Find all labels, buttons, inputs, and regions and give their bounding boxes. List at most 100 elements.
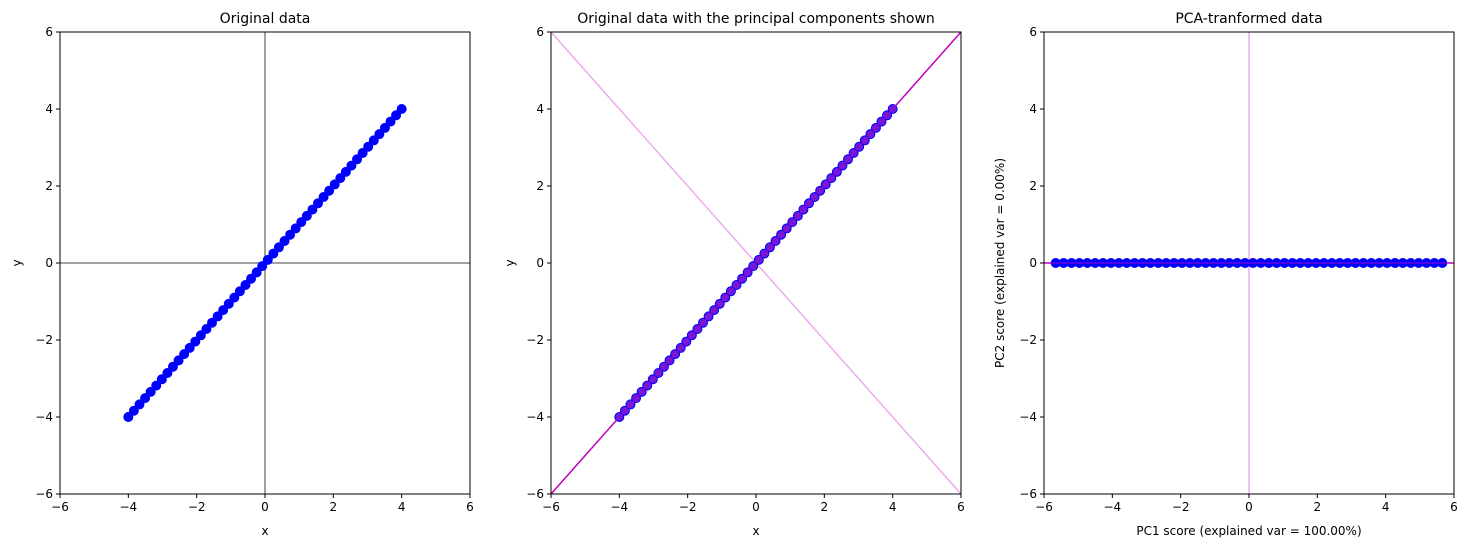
data-point [329,179,340,190]
panel-1-ylabel: y [10,259,24,266]
panel-1-title: Original data [220,11,311,27]
x-tick-label: −2 [1172,500,1190,514]
data-point [156,374,167,385]
y-tick-label: 6 [536,25,544,39]
data-point [162,368,173,378]
x-tick-label: 2 [821,500,829,514]
y-tick-label: −2 [526,333,544,347]
y-tick-label: −2 [35,333,53,347]
x-tick-label: 2 [1314,500,1322,514]
y-tick-label: −6 [1019,487,1037,501]
data-point [396,104,407,114]
x-tick-label: 6 [1450,500,1458,514]
data-point [363,141,374,152]
y-tick-label: −4 [1019,410,1037,424]
data-point [273,242,284,253]
x-tick-label: 4 [398,500,406,514]
y-tick-label: 4 [1029,102,1037,116]
y-tick-label: 4 [45,102,53,116]
x-tick-label: 4 [1382,500,1390,514]
x-tick-label: −2 [679,500,697,514]
data-point [346,160,357,171]
panel-3-title: PCA-tranformed data [1175,11,1322,27]
x-tick-label: −6 [1035,500,1053,514]
x-tick-label: 4 [889,500,897,514]
data-point [374,129,385,140]
plot-area [60,32,470,494]
y-tick-label: −4 [526,410,544,424]
panel-2: −6 −4 −2 0 2 4 6 −6 −4 −2 0 2 4 6 Original data with … [503,11,965,538]
data-point [207,317,218,328]
y-tick-label: 0 [45,256,53,270]
x-tick-label: −4 [610,500,628,514]
data-point [234,286,245,297]
data-point [246,273,257,284]
panel-3-ylabel: PC2 score (explained var = 0.00%) [993,158,1007,368]
plot-area [551,32,961,494]
data-point [301,210,312,221]
x-tick-label: 6 [957,500,965,514]
x-tick-label: 0 [1245,500,1253,514]
data-point [290,223,301,234]
plot-area [1044,32,1454,494]
panel-1-xlabel: x [261,524,268,538]
panel-1: −6 −4 −2 0 2 4 6 −6 −4 −2 0 2 4 6 Original data x y [10,11,474,538]
data-point [223,298,234,309]
data-point [190,336,201,347]
data-point [324,185,335,196]
data-point [357,148,368,158]
data-point [340,166,351,177]
y-tick-label: −4 [35,410,53,424]
x-tick-label: −6 [51,500,69,514]
panel-2-ylabel: y [503,259,517,266]
y-tick-label: 6 [1029,25,1037,39]
data-point [312,198,323,209]
data-point [262,254,273,265]
panel-2-title: Original data with the principal compone… [577,11,935,27]
data-point [391,110,402,121]
x-tick-label: 0 [261,500,269,514]
data-point [257,261,268,272]
x-tick-label: −4 [1103,500,1121,514]
y-tick-label: 2 [45,179,53,193]
data-point [173,355,184,366]
x-tick-label: 0 [752,500,760,514]
data-point [352,154,363,165]
data-point [251,267,262,278]
data-point [385,116,396,127]
y-tick-label: 2 [1029,179,1037,193]
data-point [212,311,223,322]
data-point [167,361,178,372]
data-point [218,305,229,316]
x-tick-label: −2 [188,500,206,514]
data-point [123,412,134,422]
y-tick-label: −6 [526,487,544,501]
y-tick-label: 4 [536,102,544,116]
x-tick-label: 6 [466,500,474,514]
x-tick-label: −6 [542,500,560,514]
data-point [268,248,279,259]
panel-2-xlabel: x [752,524,759,538]
y-tick-label: −6 [35,487,53,501]
data-point [285,229,296,240]
data-point [140,393,151,404]
data-point [184,342,195,353]
y-tick-label: 2 [536,179,544,193]
y-tick-label: 0 [536,256,544,270]
panel-3: −6 −4 −2 0 2 4 6 −6 −4 −2 0 2 4 6 PCA-tranformed data… [993,11,1458,538]
x-tick-label: 2 [330,500,338,514]
principal-component-line-overlay [551,32,961,494]
data-point [307,204,318,215]
data-point [240,280,251,290]
data-point [128,405,139,416]
y-tick-label: 6 [45,25,53,39]
data-point [179,349,190,360]
x-tick-label: −4 [119,500,137,514]
data-point [279,236,290,246]
data-point [368,135,379,146]
data-point [318,192,329,202]
data-point [335,173,346,184]
data-point [151,380,162,391]
